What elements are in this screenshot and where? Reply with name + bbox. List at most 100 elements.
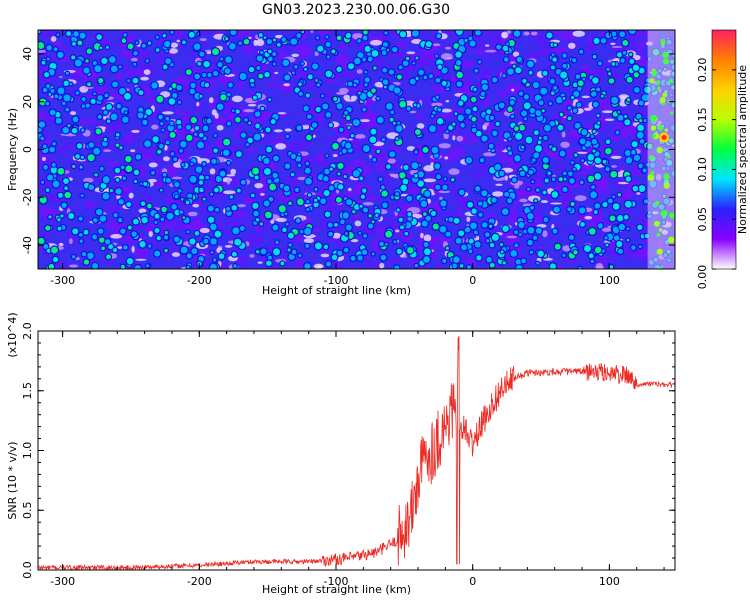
heatmap-blob [596,66,607,75]
heatmap-low [237,204,246,208]
heatmap-max [661,135,667,141]
heatmap-peak [573,91,580,97]
heatmap-peak [358,231,362,235]
heatmap-low [475,236,480,241]
heatmap-peak [602,202,608,208]
heatmap-peak [151,82,158,89]
heatmap-peak [439,225,447,233]
heatmap-peak [81,97,86,102]
heatmap-peak [518,233,522,236]
heatmap-blob [237,210,248,219]
heatmap-peak [605,139,611,145]
heatmap-peak [287,248,291,252]
heatmap-peak [399,172,406,179]
heatmap-peak [126,202,132,207]
heatmap-peak [459,264,464,268]
heatmap-low [128,192,134,199]
heatmap-peak [223,138,231,146]
heatmap-peak [190,82,196,89]
heatmap-peak [364,83,368,87]
heatmap-peak [629,58,635,64]
heatmap-low [610,155,622,160]
heatmap-peak [622,40,629,46]
x-tick-label: -100 [324,575,349,588]
heatmap-peak [456,71,463,79]
heatmap-peak [235,109,240,114]
heatmap-peak [228,82,233,88]
heatmap-peak [186,230,190,234]
heatmap-peak [65,107,70,112]
heatmap-peak [42,144,47,149]
heatmap-peak [521,258,526,264]
heatmap-low [68,264,79,268]
heatmap-peak [63,178,69,184]
heatmap-peak [161,128,165,132]
heatmap-low [511,88,515,92]
snr-panel: -300 -200 -100 0 100 0.0 0.5 1.0 1.5 2.0 Height of… [6,312,676,596]
heatmap-blob [180,84,191,92]
heatmap-peak [96,34,102,40]
heatmap-edge-peak [653,220,660,227]
heatmap-blob [119,49,134,58]
heatmap-peak [61,202,67,208]
heatmap-peak [112,248,118,253]
heatmap-blob [319,249,330,254]
heatmap-peak [542,190,547,195]
heatmap-peak [51,246,58,254]
heatmap-peak [282,227,287,233]
heatmap-peak [415,76,419,80]
heatmap-peak [272,62,276,66]
heatmap-peak [357,91,361,95]
heatmap-peak [525,82,530,87]
heatmap-peak [502,261,506,265]
heatmap-peak [542,157,549,164]
heatmap-blob [610,134,619,143]
heatmap-peak [226,160,231,165]
heatmap-low [274,34,284,39]
heatmap-peak [612,195,616,199]
heatmap-peak [113,212,118,218]
heatmap-peak [398,217,403,222]
heatmap-peak [437,64,443,70]
heatmap-peak [343,247,349,253]
heatmap-peak [532,81,540,89]
heatmap-edge-peak [661,101,666,106]
heatmap-peak [186,134,193,142]
heatmap-peak [377,116,384,124]
heatmap-low [148,162,158,168]
heatmap-peak [457,114,464,122]
heatmap-peak [291,249,297,255]
heatmap-peak [329,167,333,171]
heatmap-peak [79,239,83,243]
heatmap-peak [102,192,110,200]
heatmap-low [249,254,255,258]
heatmap-peak [342,212,349,219]
heatmap-peak [502,225,509,232]
heatmap-peak [119,146,123,150]
heatmap-peak [527,213,534,220]
heatmap-low [231,95,243,103]
heatmap-edge-peak [656,248,663,255]
heatmap-peak [255,123,260,129]
colorbar: 0.00 0.05 0.10 0.15 0.20 Normalized spectral … [696,29,749,289]
heatmap-peak [486,239,490,243]
heatmap-blob [142,50,151,61]
heatmap-edge-peak [663,182,670,189]
heatmap-peak [71,127,78,134]
heatmap-low [310,30,314,34]
heatmap-peak [523,117,527,121]
heatmap-cells [38,30,675,269]
heatmap-peak [609,215,616,222]
heatmap-blob [534,208,541,214]
heatmap-peak [116,103,122,109]
heatmap-peak [115,178,120,182]
heatmap-peak [608,198,613,204]
heatmap-peak [132,77,139,84]
heatmap-peak [610,170,618,178]
heatmap-peak [164,248,168,253]
heatmap-peak [468,238,474,244]
x-tick-label: 0 [469,575,476,588]
heatmap-peak [593,210,598,214]
heatmap-peak [570,160,574,165]
